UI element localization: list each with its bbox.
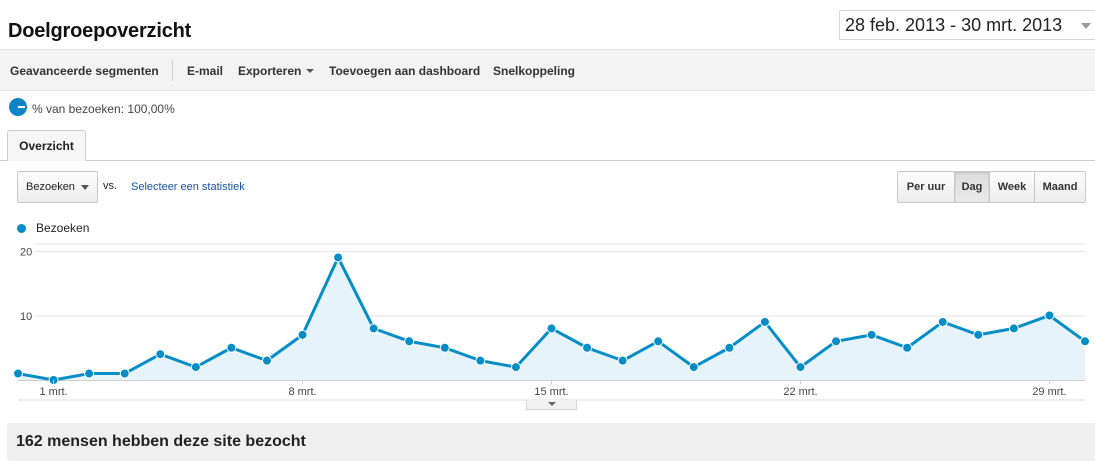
data-point (404, 336, 415, 347)
data-point (333, 252, 344, 263)
data-point (368, 323, 379, 334)
data-point (688, 362, 699, 373)
data-point (795, 362, 806, 373)
visitors-summary: 162 mensen hebben deze site bezocht (16, 433, 306, 450)
data-point (1008, 323, 1019, 334)
export-menu-button[interactable]: Exporteren (238, 64, 315, 78)
metric-dropdown-label: Bezoeken (26, 181, 75, 193)
tab-overview[interactable]: Overzicht (7, 130, 86, 161)
data-point (155, 349, 166, 360)
email-button[interactable]: E-mail (187, 64, 224, 78)
tab-bar-divider (0, 160, 1095, 161)
data-point (439, 342, 450, 353)
advanced-segments-button[interactable]: Geavanceerde segmenten (10, 64, 159, 78)
y-tick-label: 10 (20, 311, 32, 323)
toolbar-divider (172, 60, 173, 81)
chart-expand-toggle[interactable] (526, 400, 577, 410)
export-label: Exporteren (238, 64, 302, 78)
granularity-month-button[interactable]: Maand (1034, 172, 1085, 202)
caret-down-icon (306, 69, 315, 73)
vs-label: vs. (103, 180, 118, 192)
page-title: Doelgroepoverzicht (8, 20, 192, 42)
x-tick-label: 1 mrt. (40, 386, 68, 398)
data-point (510, 362, 521, 373)
data-point (546, 323, 557, 334)
data-point (973, 329, 984, 340)
data-point (1044, 310, 1055, 321)
chevron-down-icon (1081, 23, 1091, 29)
select-metric-link[interactable]: Selecteer een statistiek (131, 181, 245, 193)
x-tick-label: 22 mrt. (783, 386, 817, 398)
granularity-hour-button[interactable]: Per uur (898, 172, 954, 202)
visits-line-chart[interactable]: 10 20 1 mrt. 8 mrt. 15 mrt. 22 mrt. 29 mrt. (0, 240, 1095, 410)
data-point (653, 336, 664, 347)
x-tick-label: 29 mrt. (1032, 386, 1066, 398)
data-point (13, 368, 23, 379)
granularity-day-button[interactable]: Dag (954, 172, 989, 202)
chart-legend: Bezoeken (17, 221, 89, 235)
data-point (937, 316, 948, 327)
x-tick-label: 8 mrt. (288, 386, 316, 398)
add-to-dashboard-button[interactable]: Toevoegen aan dashboard (329, 64, 481, 78)
summary-bar: 162 mensen hebben deze site bezocht (7, 423, 1095, 461)
data-point (724, 342, 735, 353)
data-point (582, 342, 593, 353)
shortcut-button[interactable]: Snelkoppeling (493, 64, 576, 78)
legend-dot (17, 223, 26, 233)
date-range-picker[interactable]: 28 feb. 2013 - 30 mrt. 2013 (839, 10, 1095, 40)
data-point (475, 355, 486, 366)
segment-label: % van bezoeken: 100,00% (32, 102, 175, 116)
data-point (119, 368, 130, 379)
data-point (902, 342, 913, 353)
data-point (84, 368, 95, 379)
data-point (831, 336, 842, 347)
report-toolbar: Geavanceerde segmenten E-mail Exporteren… (0, 49, 1095, 91)
data-point (226, 342, 237, 353)
data-point (759, 316, 770, 327)
legend-label: Bezoeken (36, 221, 90, 235)
data-point (617, 355, 628, 366)
y-tick-label: 20 (20, 247, 32, 259)
data-point (190, 362, 201, 373)
data-point (297, 329, 308, 340)
segment-pie-icon[interactable] (9, 98, 27, 116)
granularity-buttons: Per uur Dag Week Maand (897, 171, 1086, 203)
x-tick-label: 15 mrt. (534, 386, 568, 398)
data-point (866, 329, 877, 340)
metric-dropdown[interactable]: Bezoeken (17, 171, 98, 203)
data-point (261, 355, 272, 366)
date-range-text: 28 feb. 2013 - 30 mrt. 2013 (845, 14, 1063, 35)
chevron-down-icon (81, 185, 89, 190)
granularity-week-button[interactable]: Week (989, 172, 1034, 202)
data-point (1080, 336, 1090, 347)
